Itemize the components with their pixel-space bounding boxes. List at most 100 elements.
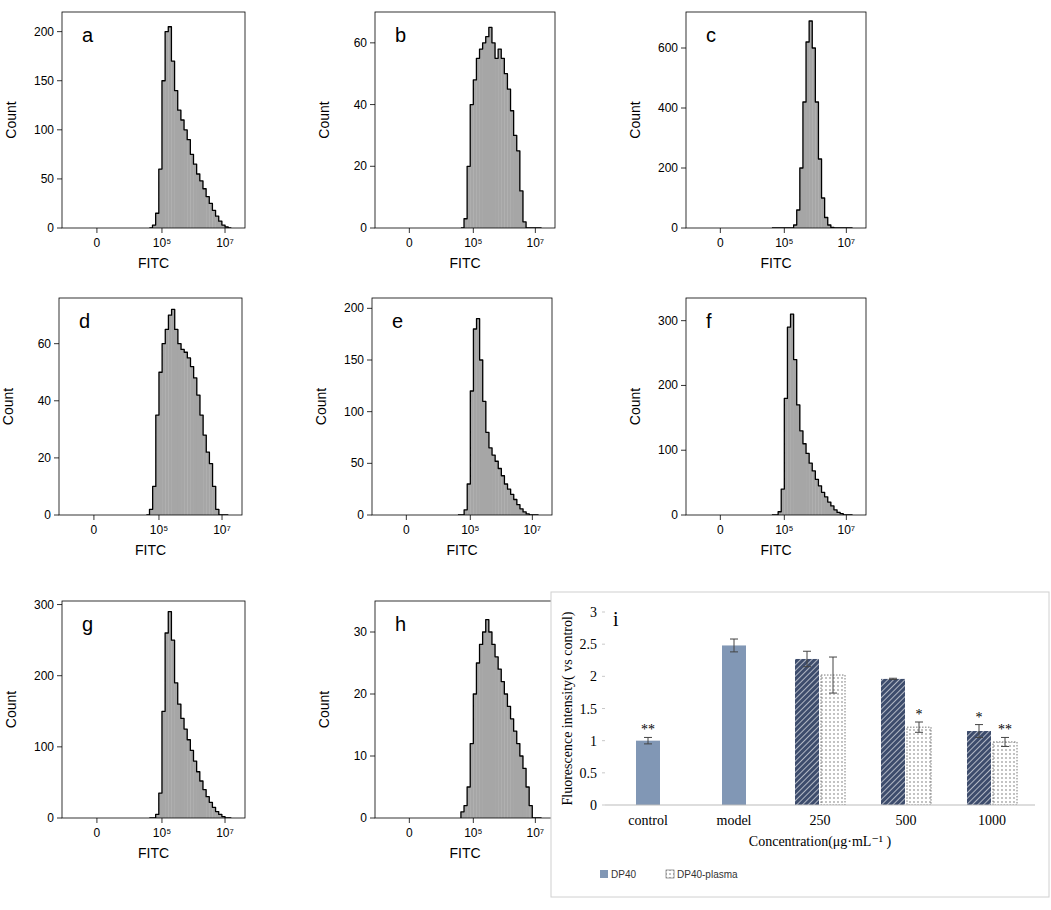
y-tick-label: 300 xyxy=(34,598,54,612)
x-tick-label: model xyxy=(717,813,752,828)
y-tick-label: 0 xyxy=(360,221,367,235)
y-tick-label: 2.5 xyxy=(580,637,598,652)
histogram-bin xyxy=(476,58,479,228)
y-tick xyxy=(367,360,372,361)
histogram-bin xyxy=(489,27,492,228)
histogram-bin xyxy=(187,740,190,818)
bar xyxy=(636,741,660,805)
histogram-bin xyxy=(504,694,507,818)
histogram-bin xyxy=(184,130,187,228)
plot-frame xyxy=(62,12,245,228)
histogram-bin xyxy=(498,49,501,228)
x-tick-label: 10⁷ xyxy=(524,523,542,537)
y-tick-label: 20 xyxy=(354,159,368,173)
y-tick-label: 40 xyxy=(354,98,368,112)
legend-label: DP40-plasma xyxy=(677,869,738,880)
bar xyxy=(722,645,746,805)
y-tick xyxy=(370,166,375,167)
plot-frame xyxy=(686,12,866,228)
significance-label: * xyxy=(976,710,983,725)
histogram-bin xyxy=(168,612,171,818)
histogram-outline xyxy=(146,309,228,515)
y-tick-label: 0 xyxy=(671,221,678,235)
y-axis-label: Count xyxy=(316,101,332,138)
histogram-bin xyxy=(501,58,504,228)
x-tick-label: 500 xyxy=(896,813,917,828)
y-tick xyxy=(370,694,375,695)
x-tick xyxy=(406,515,407,520)
y-tick-label: 300 xyxy=(658,314,678,328)
x-tick-label: 1000 xyxy=(978,813,1006,828)
x-axis-label: FITC xyxy=(449,845,480,861)
error-cap xyxy=(644,743,652,744)
x-tick xyxy=(532,515,533,520)
histogram-bars xyxy=(461,27,542,228)
bar xyxy=(881,679,905,805)
x-tick xyxy=(161,228,162,233)
y-axis-label: Count xyxy=(627,101,643,138)
y-tick xyxy=(57,604,62,605)
histogram-bin xyxy=(197,174,200,228)
x-axis-label: FITC xyxy=(138,255,169,271)
y-tick-label: 0 xyxy=(357,508,364,522)
y-tick-label: 600 xyxy=(658,41,678,55)
y-tick-label: 400 xyxy=(658,101,678,115)
y-tick xyxy=(681,320,686,321)
histogram-outline xyxy=(149,612,231,818)
histogram-bin xyxy=(486,37,489,228)
error-bar xyxy=(919,722,920,732)
y-tick xyxy=(370,632,375,633)
y-tick xyxy=(367,411,372,412)
x-tick-label: 10⁵ xyxy=(153,826,171,840)
panel-letter: i xyxy=(613,608,619,630)
y-axis-label: Count xyxy=(627,388,643,425)
histogram-bin xyxy=(194,378,197,515)
error-bar xyxy=(807,651,808,666)
y-tick xyxy=(602,772,605,773)
panel-letter: a xyxy=(82,24,94,46)
histogram-bin xyxy=(809,21,812,228)
bars xyxy=(636,639,1017,805)
significance-label: * xyxy=(916,707,923,722)
y-tick-label: 0 xyxy=(47,221,54,235)
x-tick xyxy=(473,228,474,233)
x-tick-label: 0 xyxy=(406,236,413,250)
figure: 050100150200010⁵10⁷aFITCCount0204060010⁵… xyxy=(0,0,1051,910)
histogram-bin xyxy=(492,455,495,515)
x-tick xyxy=(96,818,97,823)
histogram-outline xyxy=(461,620,542,818)
y-tick xyxy=(54,400,59,401)
y-tick xyxy=(57,80,62,81)
histogram-bin xyxy=(181,120,184,228)
histogram-bin xyxy=(190,367,193,515)
x-tick xyxy=(161,818,162,823)
histogram-bin xyxy=(165,329,168,515)
y-tick-label: 200 xyxy=(34,669,54,683)
x-tick-label: 10⁵ xyxy=(464,826,482,840)
histogram-bin xyxy=(480,644,483,818)
y-tick-label: 0 xyxy=(44,508,51,522)
x-axis-label: FITC xyxy=(760,542,791,558)
histogram-bin xyxy=(168,315,171,515)
histogram-bin xyxy=(492,43,495,228)
x-tick xyxy=(225,228,226,233)
y-tick-label: 200 xyxy=(344,301,364,315)
y-tick xyxy=(370,42,375,43)
bar xyxy=(907,727,931,805)
panel-letter: g xyxy=(82,613,93,635)
y-tick xyxy=(370,818,375,819)
y-tick-label: 200 xyxy=(658,378,678,392)
x-axis-label: Concentration(μg·mL⁻¹ ) xyxy=(749,834,892,850)
histogram-bin xyxy=(498,669,501,818)
histogram-bars xyxy=(772,314,853,515)
panel-letter: d xyxy=(79,310,90,332)
histogram-bin xyxy=(175,91,178,228)
x-tick-label: 250 xyxy=(810,813,831,828)
y-tick xyxy=(602,805,605,806)
histogram-bin xyxy=(489,632,492,818)
error-bar xyxy=(734,639,735,652)
x-tick xyxy=(784,228,785,233)
y-axis-label: Count xyxy=(313,388,329,425)
histogram-bin xyxy=(181,718,184,818)
histogram-bin xyxy=(184,729,187,818)
